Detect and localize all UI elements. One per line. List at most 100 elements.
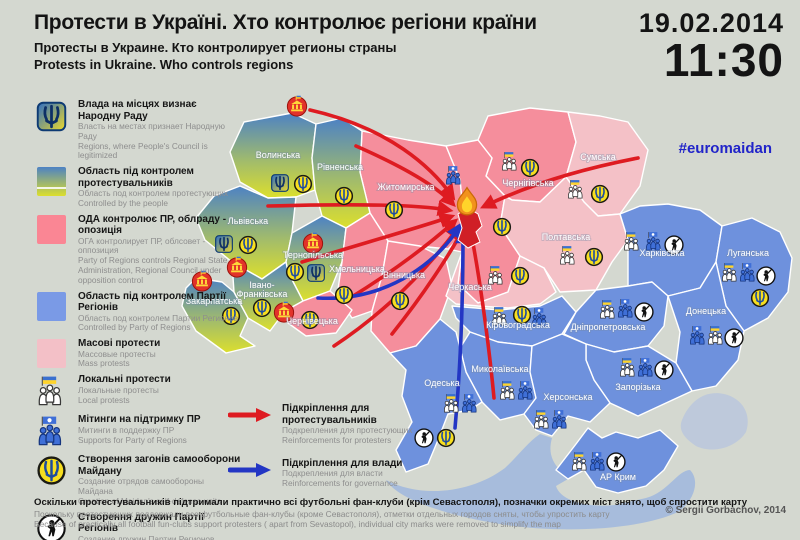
region-kherson [523, 333, 611, 437]
region-label: Вінницька [383, 270, 425, 280]
legend-label-ru: Область под контролем протестующих [78, 188, 229, 199]
legend-label: Створення дружин Партії Регіонів [78, 511, 204, 535]
trident-square-icon [35, 100, 68, 133]
trident-circle-icon [336, 287, 353, 304]
datetime-block: 19.02.2014 11:30 [639, 8, 784, 83]
time-label: 11:30 [663, 34, 784, 86]
light-pink-swatch [36, 339, 66, 369]
page-title-ru: Протесты в Украине. Кто контролирует рег… [34, 40, 397, 56]
legend-item-reinforcements-governance: Підкріплення для влади Подкрепления для … [228, 458, 463, 489]
trident-circle-icon [287, 264, 304, 281]
region-label: Миколаївська [471, 364, 528, 374]
footer-note-ru: Поскольку протестующих поддержали все фу… [34, 508, 610, 519]
legend-label-en: Mass protests [78, 358, 130, 369]
legend-label-en: Creation of Maidan's self-defense units [78, 495, 222, 506]
region-label: Донецька [686, 306, 726, 316]
region-label: Закарпатська [186, 296, 243, 306]
trident-square-icon [272, 175, 289, 192]
legend-label-en: Reinforcements for governance [282, 477, 398, 488]
region-label: Полтавська [542, 232, 591, 242]
arrow-legend: Підкріплення для протестувальників Подкр… [228, 403, 463, 501]
legend-label-en: Controlled by the people [78, 197, 168, 208]
footer-note: Оскільки протестувальників підтримали пр… [34, 497, 764, 529]
sea-of-azov [680, 393, 748, 450]
legend-label-en: Regions, where People's Council is legit… [78, 140, 208, 161]
brigade-icon [724, 328, 744, 348]
region-label: Рівненська [317, 162, 363, 172]
region-zakarpattia [181, 277, 256, 354]
region-donetsk [667, 261, 745, 392]
legend-label-en: Controlled by Party of Regions [78, 322, 191, 333]
region-label: Кіровоградська [486, 320, 550, 330]
legend-label-ru: Подкрепления для протестующих [282, 425, 413, 435]
map-label-layer: Волинська Рівненська Львівська Тернопільськ… [185, 149, 770, 483]
legend-label-en: Supports for Party of Regions [78, 434, 187, 445]
legend-item-local-protests: Локальні протести Локальные протесты Loc… [33, 374, 241, 409]
region-label: Сумська [580, 152, 615, 162]
blue-swatch [36, 291, 66, 321]
legend-label: Влада на місцях визнає Народну Раду [78, 99, 197, 122]
blue-arrow-icon [228, 462, 271, 477]
region-label: Тернопільська [283, 250, 343, 260]
legend-item-self-defense: Створення загонів самооборони Майдану Со… [33, 454, 241, 506]
legend-label: Мітинги на підтримку ПР [78, 414, 201, 426]
trident-circle-icon [522, 160, 539, 177]
region-label: Житомирська [378, 182, 435, 192]
legend-label-en: Party of Regions controls Regional State… [78, 255, 228, 285]
legend-item-controlled-by-pr: Область під контролем Партії Регіонів Об… [33, 291, 241, 334]
legend-label: Підкріплення для протестувальників [282, 403, 377, 426]
legend-label: Область під контролем протестувальників [78, 166, 194, 189]
region-label: Одеська [424, 378, 459, 388]
legend-label: Створення загонів самооборони Майдану [78, 454, 241, 477]
region-label: Чернівецька [286, 316, 338, 326]
trident-circle-icon [36, 455, 67, 486]
region-label: АР Крим [600, 472, 636, 482]
brigade-icon [634, 302, 654, 322]
trident-circle-icon [494, 219, 511, 236]
legend-label: Локальні протести [78, 374, 171, 386]
trident-circle-icon [512, 268, 529, 285]
red-arrow [266, 200, 454, 217]
legend-label-ru: Власть на местах признает Народную Раду [78, 121, 225, 141]
legend-label-ru: Создание дружин Партии Регионов [78, 533, 215, 540]
trident-circle-icon [336, 188, 353, 205]
trident-circle-icon [295, 176, 312, 193]
pink-swatch [36, 214, 66, 244]
region-label: Волинська [256, 150, 300, 160]
brigade-icon [756, 266, 776, 286]
blue-arrow [453, 227, 471, 430]
trident-square-icon [308, 265, 325, 282]
protesters-crowd-icon [37, 375, 65, 409]
legend-label-ru: ОГА контролирует ПР, облсовет - оппозици… [78, 235, 206, 256]
region-label: Івано-Франківська [237, 280, 288, 299]
gradient-swatch [36, 167, 66, 197]
trident-circle-icon [240, 237, 257, 254]
region-label: Херсонська [544, 392, 593, 402]
red-arrow [308, 108, 456, 201]
trident-circle-icon [586, 249, 603, 266]
legend-label-ru: Область под контролем Партии Регионов [78, 312, 239, 323]
region-label: Львівська [228, 216, 268, 226]
brigade-icon [654, 360, 674, 380]
region-label: Хмельницька [329, 264, 385, 274]
legend-item-pr-rallies: Мітинги на підтримку ПР Митинги в поддер… [33, 414, 241, 449]
region-label: Луганська [727, 248, 769, 258]
legend-label-ru: Создание отрядов самообороны Майдана [78, 476, 204, 496]
footer-note-en: Because of practically all football fun-… [34, 518, 561, 529]
legend-label-ru: Локальные протесты [78, 384, 159, 395]
region-label: Черкаська [448, 282, 491, 292]
red-arrow [465, 227, 496, 400]
legend-item-mass-protests: Масові протести Массовые протесты Mass p… [33, 338, 241, 369]
legend-item-reinforcements-protesters: Підкріплення для протестувальників Подкр… [228, 403, 463, 446]
red-arrow-icon [228, 408, 271, 422]
trident-circle-icon [386, 202, 403, 219]
region-cherkasy [445, 251, 557, 309]
brigade-icon [606, 452, 626, 472]
legend-label: Масові протести [78, 338, 161, 350]
trident-circle-icon [392, 293, 409, 310]
legend-label-ru: Митинги в поддержку ПР [78, 424, 175, 435]
red-arrow [300, 212, 456, 264]
date-label: 19.02.2014 [638, 8, 784, 38]
